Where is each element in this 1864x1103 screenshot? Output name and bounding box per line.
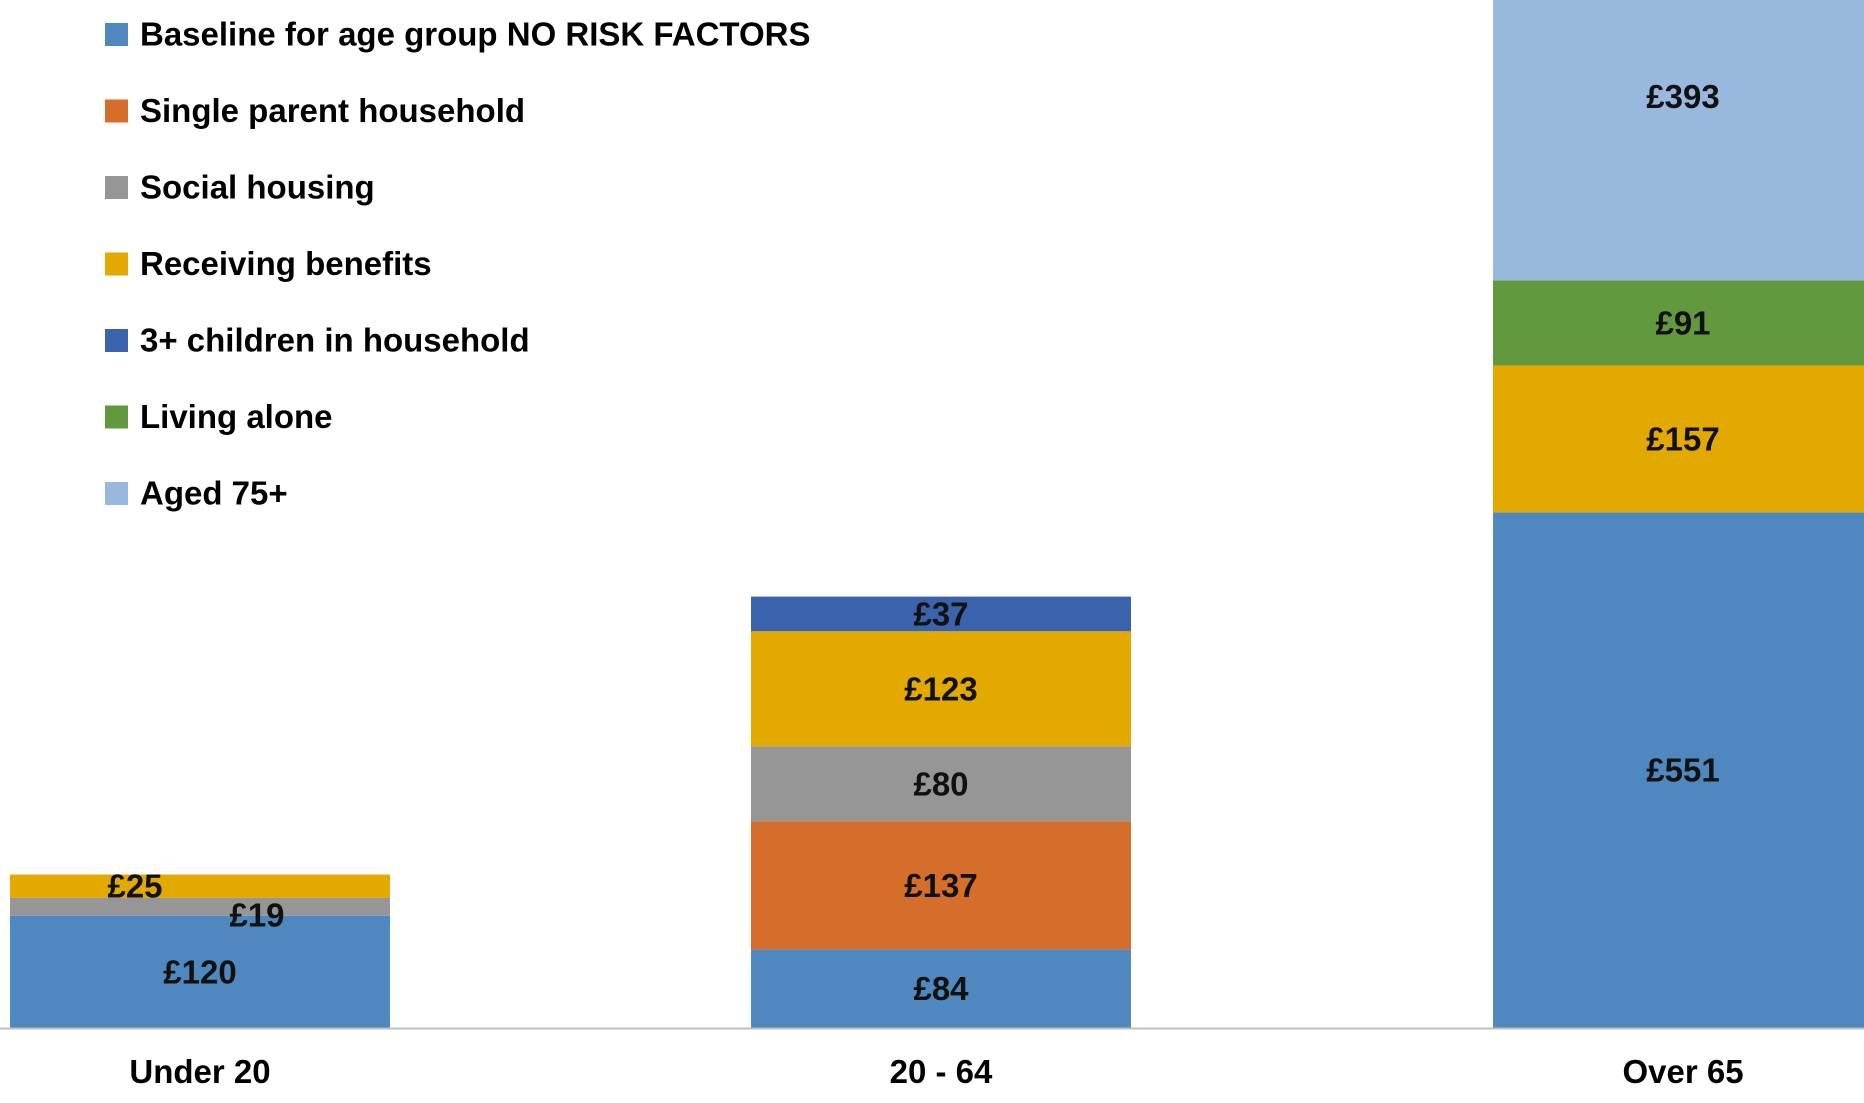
bar-segment-under-20-baseline-for-age-group-no-risk-factors bbox=[10, 915, 390, 1028]
bar-segment-20-64-social-housing bbox=[751, 746, 1131, 822]
data-label-20-64-single-parent-household: £137 bbox=[904, 867, 977, 904]
category-label-over-65: Over 65 bbox=[1622, 1053, 1743, 1090]
legend-label-receiving-benefits: Receiving benefits bbox=[140, 245, 432, 282]
legend-swatch-social-housing bbox=[105, 176, 128, 199]
data-label-under-20-social-housing: £19 bbox=[229, 896, 284, 933]
legend-label-3-children-in-household: 3+ children in household bbox=[140, 322, 530, 359]
legend-swatch-receiving-benefits bbox=[105, 252, 128, 276]
bar-segment-over-65-receiving-benefits bbox=[1493, 365, 1864, 513]
legend-swatch-baseline-for-age-group-no-risk-factors bbox=[105, 23, 128, 46]
legend-swatch-single-parent-household bbox=[105, 99, 128, 123]
data-label-20-64-receiving-benefits: £123 bbox=[904, 670, 977, 707]
bar-segment-20-64-baseline-for-age-group-no-risk-factors bbox=[751, 949, 1131, 1028]
bar-segment-20-64-3-children-in-household bbox=[751, 596, 1131, 632]
bar-segment-over-65-aged-75 bbox=[1493, 0, 1864, 281]
category-labels: Under 20 20 - 64 Over 65 bbox=[129, 1053, 1743, 1090]
legend-label-social-housing: Social housing bbox=[140, 169, 375, 206]
category-label-under-20: Under 20 bbox=[129, 1053, 270, 1090]
bar-segment-20-64-single-parent-household bbox=[751, 821, 1131, 950]
bar-segment-under-20-receiving-benefits bbox=[10, 874, 390, 898]
legend: Baseline for age group NO RISK FACTORS Si… bbox=[105, 16, 811, 512]
data-labels: £120 £19 £25 £84 £137 £80 £123 £37 £551 £157 £91 £3… bbox=[107, 78, 1719, 1007]
data-label-over-65-baseline-for-age-group-no-risk-factors: £551 bbox=[1646, 752, 1719, 789]
data-label-20-64-baseline-for-age-group-no-risk-factors: £84 bbox=[913, 970, 969, 1007]
bar-segment-over-65-living-alone bbox=[1493, 280, 1864, 366]
data-label-over-65-receiving-benefits: £157 bbox=[1646, 420, 1719, 457]
data-label-under-20-receiving-benefits: £25 bbox=[107, 868, 162, 905]
legend-swatch-aged-75 bbox=[105, 482, 128, 505]
legend-label-single-parent-household: Single parent household bbox=[140, 92, 525, 129]
legend-label-baseline-for-age-group-no-risk-factors: Baseline for age group NO RISK FACTORS bbox=[140, 16, 811, 53]
bars bbox=[10, 0, 1864, 1028]
bar-segment-under-20-social-housing bbox=[10, 897, 390, 916]
legend-swatch-living-alone bbox=[105, 405, 128, 429]
bar-segment-20-64-receiving-benefits bbox=[751, 631, 1131, 747]
category-label-20-64: 20 - 64 bbox=[890, 1053, 993, 1090]
data-label-over-65-living-alone: £91 bbox=[1655, 304, 1710, 341]
data-label-under-20-baseline-for-age-group-no-risk-factors: £120 bbox=[163, 953, 236, 990]
bar-segment-over-65-baseline-for-age-group-no-risk-factors bbox=[1493, 512, 1864, 1028]
data-label-20-64-social-housing: £80 bbox=[913, 765, 968, 802]
legend-swatch-3-children-in-household bbox=[105, 329, 128, 352]
legend-label-living-alone: Living alone bbox=[140, 398, 333, 435]
data-label-over-65-aged-75: £393 bbox=[1646, 78, 1719, 115]
data-label-20-64-3-children-in-household: £37 bbox=[913, 595, 968, 632]
legend-label-aged-75: Aged 75+ bbox=[140, 475, 288, 512]
